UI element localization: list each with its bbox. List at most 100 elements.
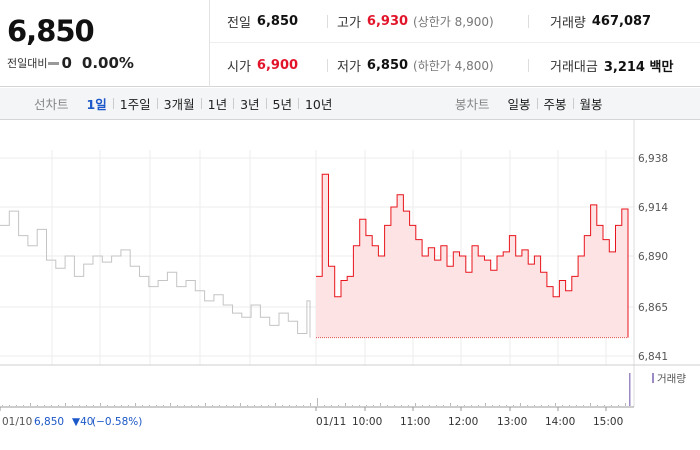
volume-bar	[170, 403, 171, 406]
tab-divider	[112, 98, 114, 109]
volume-bar	[275, 403, 276, 406]
stat-value: 467,087	[591, 14, 652, 29]
volume-bar	[548, 405, 549, 406]
stat-divider	[528, 15, 529, 28]
tab-3y[interactable]: 3년	[240, 97, 260, 112]
volume-legend-swatch	[652, 373, 654, 383]
volume-bar	[240, 403, 241, 406]
volume-bar	[485, 403, 486, 406]
volume-bar	[184, 405, 185, 406]
volume-bar	[324, 405, 325, 406]
change-percent: 0.00%	[81, 54, 134, 72]
stat-label: 고가	[337, 16, 361, 31]
volume-bar	[541, 405, 542, 406]
volume-bar	[520, 403, 521, 406]
volume-bar	[380, 403, 381, 406]
volume-bar	[149, 405, 150, 406]
volume-bar	[226, 405, 227, 406]
stat-amount: 거래대금 3,214 백만	[550, 44, 673, 87]
volume-bar	[212, 405, 213, 406]
tab-1w[interactable]: 1주일	[119, 97, 151, 112]
volume-bar	[492, 405, 493, 406]
stats-row-2: 시가 6,900 저가 6,850 (하한가 4,800) 거래대금 3,214…	[210, 44, 700, 87]
stat-value: 6,850	[256, 14, 299, 29]
volume-bar	[527, 405, 528, 406]
volume-bar	[562, 405, 563, 406]
tab-5y[interactable]: 5년	[272, 97, 292, 112]
tab-daily-candle[interactable]: 일봉	[507, 97, 531, 112]
tab-weekly-candle[interactable]: 주봉	[543, 97, 567, 112]
volume-bar	[107, 405, 108, 406]
volume-bar	[331, 405, 332, 406]
volume-bar	[233, 405, 234, 406]
volume-bar	[2, 405, 3, 406]
volume-bar	[9, 405, 10, 406]
volume-bar	[415, 403, 416, 406]
today-series-line	[316, 173, 629, 338]
stat-label: 전일	[227, 16, 251, 31]
stat-divider	[327, 15, 328, 28]
stat-label: 시가	[227, 60, 251, 75]
x-tick-label: 15:00	[593, 416, 623, 428]
stat-value: 3,214 백만	[603, 60, 674, 75]
volume-bar	[394, 405, 395, 406]
volume-bar	[436, 405, 437, 406]
volume-bar	[590, 403, 591, 406]
volume-bar	[625, 403, 626, 406]
volume-bar	[310, 403, 311, 406]
tab-10y[interactable]: 10년	[304, 97, 333, 112]
volume-bar	[450, 403, 451, 406]
tab-1y[interactable]: 1년	[207, 97, 228, 112]
stat-label: 저가	[337, 60, 361, 75]
volume-bar	[366, 405, 367, 406]
volume-bar	[128, 405, 129, 406]
volume-bar	[219, 405, 220, 406]
volume-bar	[121, 405, 122, 406]
tab-1d[interactable]: 1일	[86, 97, 107, 112]
volume-bar	[58, 405, 59, 406]
volume-bar	[513, 405, 514, 406]
volume-bar	[191, 405, 192, 406]
tab-monthly-candle[interactable]: 월봉	[579, 97, 603, 112]
stat-value: 6,930	[366, 14, 409, 29]
volume-bar	[44, 405, 45, 406]
tab-divider	[233, 98, 235, 109]
stat-divider	[528, 59, 529, 72]
volume-bar	[37, 405, 38, 406]
volume-bar	[408, 405, 409, 406]
tab-divider	[156, 98, 158, 109]
line-chart-title: 선차트	[34, 97, 69, 112]
volume-bar	[618, 405, 619, 406]
prev-day-series-line	[0, 210, 311, 338]
volume-bar	[555, 403, 556, 406]
volume-bar	[296, 405, 297, 406]
volume-bar	[569, 405, 570, 406]
volume-bar	[373, 405, 374, 406]
y-tick-label: 6,914	[638, 202, 668, 214]
volume-bar	[177, 405, 178, 406]
volume-bar	[254, 405, 255, 406]
stats-panel: 전일 6,850 고가 6,930 (상한가 8,900) 거래량 467,08…	[210, 0, 700, 87]
price-chart: 6,938 6,914 6,890 6,865 6,841 거래량 01/11 10:00…	[0, 120, 700, 428]
volume-bar	[205, 403, 206, 406]
volume-bar	[471, 405, 472, 406]
stat-limit: (하한가 4,800)	[413, 59, 494, 73]
x-tick-label: 01/11	[316, 416, 346, 428]
volume-bar	[282, 405, 283, 406]
volume-bar	[583, 405, 584, 406]
tab-divider	[572, 98, 574, 109]
volume-bar	[93, 405, 94, 406]
volume-bar	[16, 405, 17, 406]
candle-chart-title: 봉차트	[455, 97, 490, 112]
y-tick-label: 6,890	[638, 251, 668, 263]
tab-3m[interactable]: 3개월	[163, 97, 195, 112]
y-tick-label: 6,938	[638, 153, 668, 165]
volume-bar	[443, 405, 444, 406]
volume-bar	[534, 405, 535, 406]
price-box: 6,850 전일대비 0 0.00%	[0, 0, 210, 87]
volume-bar	[79, 405, 80, 406]
volume-bar	[352, 405, 353, 406]
x-tick-label: 13:00	[497, 416, 527, 428]
x-tick-label: 11:00	[400, 416, 430, 428]
stat-prev-close: 전일 6,850	[227, 0, 298, 43]
